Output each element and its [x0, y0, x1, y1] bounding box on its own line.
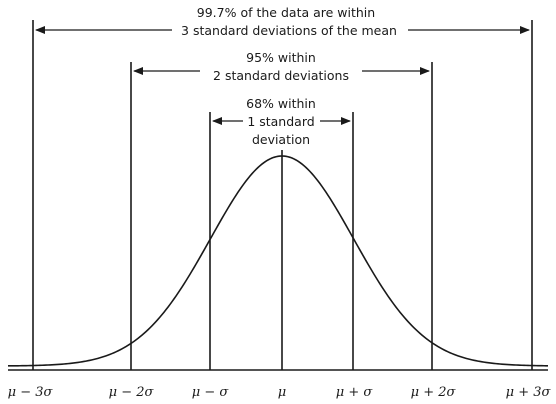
axis-label-mu-plus-2sigma: μ + 2σ	[411, 385, 457, 400]
axis-label-mu: μ	[278, 385, 286, 400]
axis-label-mu-minus-3sigma: μ − 3σ	[8, 385, 54, 400]
axis-label-mu-plus-sigma: μ + σ	[336, 385, 374, 400]
axis-label-mu-plus-3sigma: μ + 3σ	[506, 385, 552, 400]
bell-curve	[7, 155, 549, 367]
sigma1-label-line2: 1 standard	[247, 114, 314, 129]
sigma3-label-line1: 99.7% of the data are within	[197, 5, 375, 20]
sigma1-label-line1: 68% within	[246, 96, 316, 111]
sigma1-label-line3: deviation	[252, 132, 310, 147]
sigma2-label-line2: 2 standard deviations	[213, 68, 349, 83]
sigma3-label-line2: 3 standard deviations of the mean	[181, 23, 397, 38]
sigma2-label-line1: 95% within	[246, 50, 316, 65]
axis-label-mu-minus-sigma: μ − σ	[192, 385, 230, 400]
axis-label-mu-minus-2sigma: μ − 2σ	[109, 385, 155, 400]
